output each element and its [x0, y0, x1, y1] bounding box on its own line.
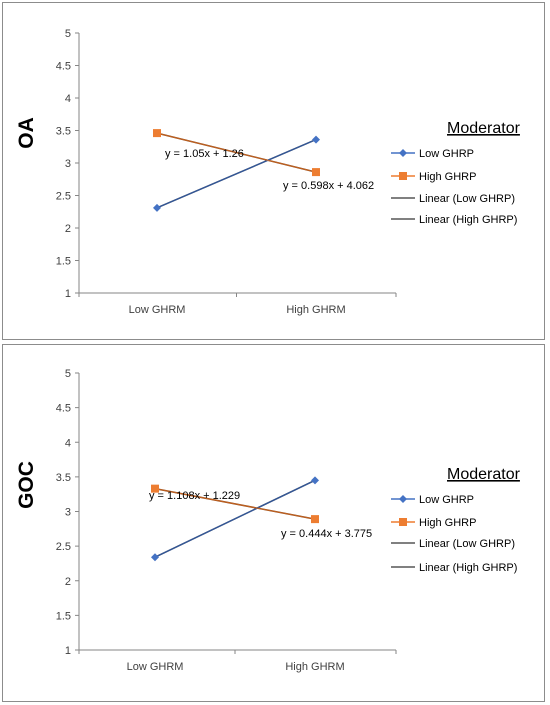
- data-point-square: [153, 129, 161, 138]
- legend-label: High GHRP: [419, 517, 476, 529]
- y-tick-label: 2: [65, 223, 71, 235]
- y-tick-label: 5: [65, 368, 71, 380]
- trendline-equation: y = 1.05x + 1.26: [165, 148, 244, 160]
- y-tick-label: 4.5: [56, 61, 71, 73]
- y-tick-label: 2: [65, 576, 71, 588]
- y-tick-label: 1.5: [56, 610, 71, 622]
- y-tick-label: 3.5: [56, 472, 71, 484]
- legend-marker-diamond: [399, 149, 407, 157]
- series-line: [156, 132, 317, 173]
- y-tick-label: 3: [65, 507, 71, 519]
- legend-label: Linear (High GHRP): [419, 562, 517, 574]
- legend-label: Low GHRP: [419, 148, 474, 160]
- y-axis-label: OA: [15, 117, 38, 149]
- y-tick-label: 5: [65, 28, 71, 40]
- y-tick-label: 1.5: [56, 256, 71, 268]
- y-axis-label: GOC: [15, 461, 38, 509]
- x-tick-label: Low GHRM: [129, 304, 186, 316]
- legend-marker-diamond: [399, 495, 407, 503]
- legend-label: Low GHRP: [419, 494, 474, 506]
- trendline-equation: y = 1.108x + 1.229: [149, 490, 240, 502]
- legend-label: High GHRP: [419, 171, 476, 183]
- trendline-equation: y = 0.598x + 4.062: [283, 180, 374, 192]
- data-point-diamond: [312, 135, 320, 144]
- chart-panel-oa: 1 1.5 2 2.5 3 3.5 4 4.5 5 Low GHRM High GHRM OA y = …: [2, 2, 545, 340]
- chart-goc: 1 1.5 2 2.5 3 3.5 4 4.5 5 Low GHRM High GHRM GOC y =…: [15, 368, 521, 673]
- data-point-square: [311, 515, 319, 524]
- y-tick-label: 3.5: [56, 126, 71, 138]
- x-tick-label: High GHRM: [285, 661, 344, 673]
- data-point-diamond: [151, 553, 159, 562]
- y-tick-label: 2.5: [56, 541, 71, 553]
- legend-title: Moderator: [447, 466, 521, 483]
- y-tick-label: 4: [65, 437, 71, 449]
- data-point-diamond: [311, 476, 319, 485]
- legend-marker-square: [399, 172, 407, 180]
- x-tick-label: High GHRM: [286, 304, 345, 316]
- data-point-diamond: [153, 203, 161, 212]
- legend-title: Moderator: [447, 120, 521, 137]
- legend-label: Linear (Low GHRP): [419, 538, 515, 550]
- y-tick-label: 4.5: [56, 403, 71, 415]
- y-tick-label: 1: [65, 288, 71, 300]
- data-point-square: [312, 168, 320, 177]
- y-tick-label: 2.5: [56, 191, 71, 203]
- legend-label: Linear (High GHRP): [419, 214, 517, 226]
- series-line: [154, 488, 316, 520]
- x-tick-label: Low GHRM: [127, 661, 184, 673]
- chart-panel-goc: 1 1.5 2 2.5 3 3.5 4 4.5 5 Low GHRM High GHRM GOC y =…: [2, 344, 545, 702]
- series-line: [154, 479, 316, 558]
- y-tick-label: 1: [65, 645, 71, 657]
- y-tick-label: 3: [65, 158, 71, 170]
- data-point-square: [151, 484, 159, 493]
- trendline-equation: y = 0.444x + 3.775: [281, 528, 372, 540]
- y-tick-label: 4: [65, 93, 71, 105]
- legend-marker-square: [399, 518, 407, 526]
- chart-oa: 1 1.5 2 2.5 3 3.5 4 4.5 5 Low GHRM High GHRM OA y = …: [15, 28, 521, 316]
- legend-label: Linear (Low GHRP): [419, 193, 515, 205]
- series-line: [156, 139, 317, 209]
